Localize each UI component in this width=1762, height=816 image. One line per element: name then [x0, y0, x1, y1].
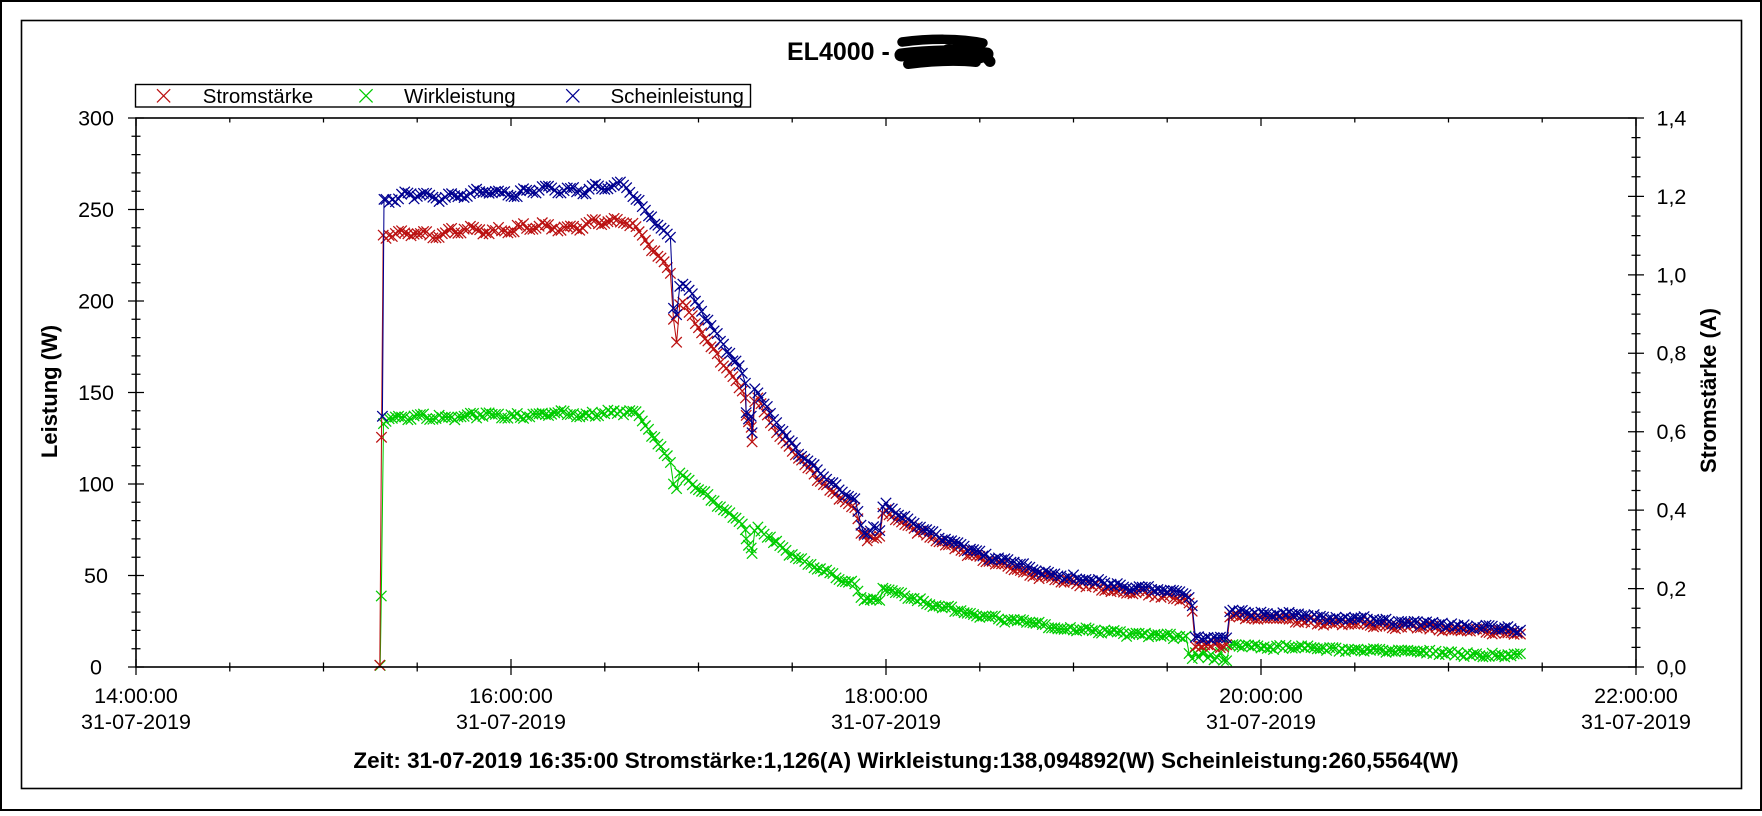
- svg-text:0,2: 0,2: [1657, 577, 1687, 601]
- svg-text:31-07-2019: 31-07-2019: [831, 710, 941, 734]
- svg-text:Leistung (W): Leistung (W): [37, 325, 62, 458]
- svg-text:Scheinleistung: Scheinleistung: [611, 85, 744, 108]
- svg-text:Zeit: 31-07-2019 16:35:00 Stro: Zeit: 31-07-2019 16:35:00 Stromstärke:1,…: [353, 748, 1458, 773]
- svg-text:250: 250: [78, 198, 114, 222]
- svg-text:0,0: 0,0: [1657, 655, 1687, 679]
- svg-text:Stromstärke (A): Stromstärke (A): [1696, 308, 1721, 473]
- svg-text:14:00:00: 14:00:00: [94, 684, 178, 708]
- svg-text:31-07-2019: 31-07-2019: [1581, 710, 1691, 734]
- svg-text:0: 0: [90, 655, 102, 679]
- svg-text:1,4: 1,4: [1657, 106, 1687, 130]
- svg-text:1,0: 1,0: [1657, 263, 1687, 287]
- svg-text:20:00:00: 20:00:00: [1219, 684, 1303, 708]
- svg-text:0,8: 0,8: [1657, 342, 1687, 366]
- svg-text:EL4000 -: EL4000 -: [787, 38, 890, 66]
- svg-text:50: 50: [84, 564, 108, 588]
- svg-text:22:00:00: 22:00:00: [1594, 684, 1678, 708]
- svg-text:16:00:00: 16:00:00: [469, 684, 553, 708]
- svg-text:31-07-2019: 31-07-2019: [456, 710, 566, 734]
- svg-text:31-07-2019: 31-07-2019: [81, 710, 191, 734]
- svg-text:200: 200: [78, 289, 114, 313]
- svg-text:0,4: 0,4: [1657, 499, 1687, 523]
- svg-text:1,2: 1,2: [1657, 185, 1687, 209]
- svg-text:0,6: 0,6: [1657, 420, 1687, 444]
- svg-text:100: 100: [78, 472, 114, 496]
- svg-text:300: 300: [78, 106, 114, 130]
- svg-text:Stromstärke: Stromstärke: [203, 85, 314, 108]
- svg-text:Wirkleistung: Wirkleistung: [404, 85, 516, 108]
- svg-text:150: 150: [78, 381, 114, 405]
- svg-text:18:00:00: 18:00:00: [844, 684, 928, 708]
- svg-text:31-07-2019: 31-07-2019: [1206, 710, 1316, 734]
